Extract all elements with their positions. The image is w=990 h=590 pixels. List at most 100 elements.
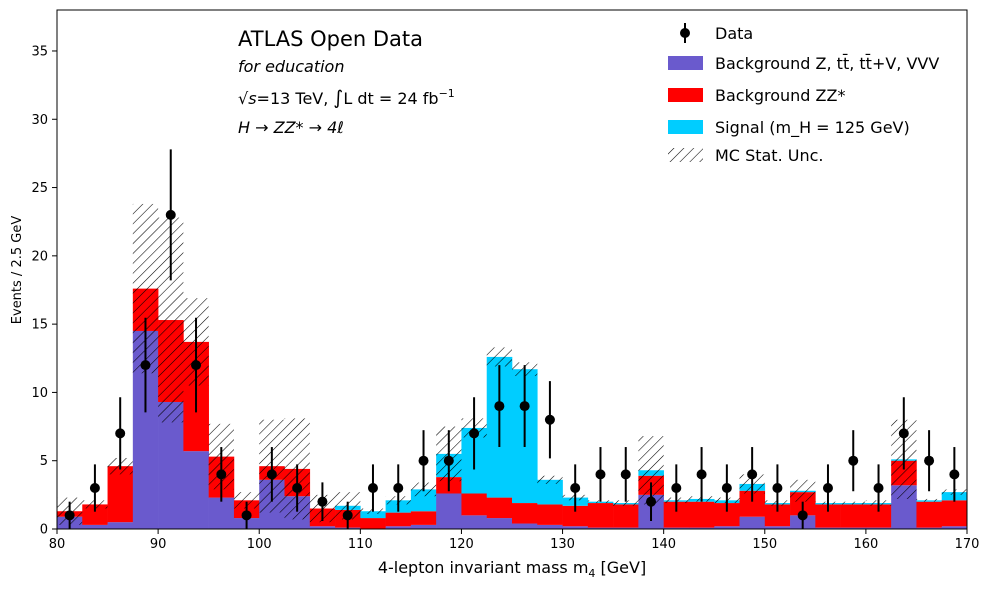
data-point-13 — [393, 464, 404, 512]
y-tick-label-30: 30 — [31, 113, 48, 128]
bar-bkg_other-4 — [158, 401, 184, 529]
data-point-31 — [848, 430, 859, 492]
x-axis-label: 4-lepton invariant mass m4 [GeV] — [378, 558, 646, 580]
bar-bkg_zz-12 — [360, 518, 386, 529]
bar-bkg_other-14 — [410, 524, 437, 529]
data-point-5 — [191, 317, 202, 413]
legend-signal-swatch — [668, 120, 703, 134]
bar-bkg_zz-18 — [512, 503, 538, 524]
data-point-26 — [721, 464, 732, 512]
y-tick-label-25: 25 — [31, 181, 48, 196]
uncertainty-band-31 — [840, 501, 866, 505]
legend-bkg-zz-swatch — [668, 88, 703, 102]
bar-bkg_other-31 — [840, 527, 867, 529]
bar-bkg_zz-34 — [916, 501, 943, 528]
data-point-18 — [519, 365, 530, 448]
x-tick-label-150: 150 — [752, 537, 777, 552]
data-point-19 — [544, 381, 555, 459]
bar-bkg_other-20 — [562, 526, 589, 529]
bar-bkg_zz-22 — [613, 504, 639, 528]
data-point-20 — [570, 464, 581, 512]
bar-bkg_other-13 — [385, 526, 412, 529]
data-point-32 — [873, 464, 884, 512]
data-point-17 — [494, 365, 505, 448]
bar-bkg_other-30 — [815, 527, 841, 529]
data-point-27 — [747, 447, 758, 502]
bar-bkg_other-36 — [967, 528, 990, 529]
bar-bkg_zz-21 — [587, 503, 614, 528]
data-point-34 — [924, 430, 935, 492]
bar-bkg_zz-14 — [410, 511, 437, 525]
data-point-14 — [418, 430, 429, 492]
data-point-33 — [898, 397, 909, 470]
bar-bkg_other-26 — [714, 526, 740, 529]
atlas-title: ATLAS Open Data — [238, 27, 423, 51]
bar-bkg_other-5 — [183, 451, 209, 529]
data-points — [64, 149, 960, 529]
bar-bkg_zz-31 — [840, 504, 867, 528]
x-tick-label-100: 100 — [247, 537, 272, 552]
bar-bkg_other-34 — [916, 527, 943, 529]
bar-bkg_zz-20 — [562, 505, 589, 527]
bar-bkg_other-32 — [865, 527, 892, 529]
data-point-1 — [89, 464, 100, 512]
data-point-3 — [140, 317, 151, 413]
data-point-30 — [822, 464, 833, 512]
bar-bkg_other-6 — [208, 497, 235, 529]
y-tick-label-10: 10 — [31, 386, 48, 401]
x-tick-label-90: 90 — [150, 537, 167, 552]
x-tick-label-160: 160 — [853, 537, 878, 552]
data-point-28 — [772, 464, 783, 512]
bar-bkg_other-21 — [587, 527, 614, 529]
bar-bkg_zz-35 — [941, 500, 967, 527]
bar-bkg_other-24 — [663, 527, 690, 529]
bar-bkg_other-27 — [739, 516, 766, 529]
x-tick-label-130: 130 — [550, 537, 575, 552]
data-point-23 — [646, 482, 657, 521]
legend: Data Background Z, tt̄, tt̄+V, VVV Backg… — [668, 23, 939, 165]
bar-signal-12 — [360, 511, 386, 519]
bar-bkg_other-15 — [436, 493, 462, 529]
uncertainty-band-22 — [613, 500, 639, 506]
x-tick-label-170: 170 — [955, 537, 980, 552]
bar-bkg_other-18 — [512, 523, 538, 529]
bar-bkg_zz-1 — [82, 504, 108, 525]
bar-bkg_zz-16 — [461, 493, 488, 516]
uncertainty-band-34 — [916, 498, 942, 502]
bar-bkg_other-10 — [309, 526, 336, 529]
bar-bkg_other-2 — [107, 522, 134, 529]
y-tick-label-0: 0 — [40, 523, 48, 538]
legend-signal-label: Signal (m_H = 125 GeV) — [715, 118, 910, 138]
y-tick-label-20: 20 — [31, 249, 48, 264]
education-subtitle: for education — [238, 57, 344, 76]
process-label: H → ZZ* → 4ℓ — [238, 118, 344, 137]
data-point-9 — [292, 464, 303, 512]
uncertainty-band-17 — [486, 347, 512, 367]
data-point-6 — [216, 447, 227, 502]
data-point-2 — [115, 397, 126, 470]
x-tick-label-140: 140 — [651, 537, 676, 552]
data-point-16 — [469, 397, 480, 470]
plot-frame — [56, 9, 968, 530]
uncertainty-band-19 — [537, 475, 563, 484]
data-point-10 — [317, 482, 328, 521]
legend-bkg-other-label: Background Z, tt̄, tt̄+V, VVV — [715, 54, 939, 73]
y-ticks: 0 5 10 15 20 25 30 35 — [31, 44, 57, 538]
legend-data-marker — [680, 28, 690, 38]
bar-bkg_zz-17 — [486, 497, 513, 519]
bar-bkg_zz-28 — [764, 504, 791, 527]
legend-data-label: Data — [715, 24, 753, 43]
data-point-29 — [797, 501, 808, 529]
y-tick-label-35: 35 — [31, 44, 48, 59]
legend-bkg-other-swatch — [668, 56, 703, 70]
bar-bkg_other-25 — [688, 527, 715, 529]
x-tick-label-120: 120 — [449, 537, 474, 552]
data-point-4 — [165, 149, 176, 281]
bar-bkg_zz-26 — [714, 503, 740, 527]
data-point-25 — [696, 447, 707, 502]
x-tick-label-110: 110 — [348, 537, 373, 552]
y-tick-label-15: 15 — [31, 318, 48, 333]
data-point-24 — [671, 464, 682, 512]
data-point-15 — [443, 430, 454, 492]
bar-bkg_zz-32 — [865, 504, 892, 528]
